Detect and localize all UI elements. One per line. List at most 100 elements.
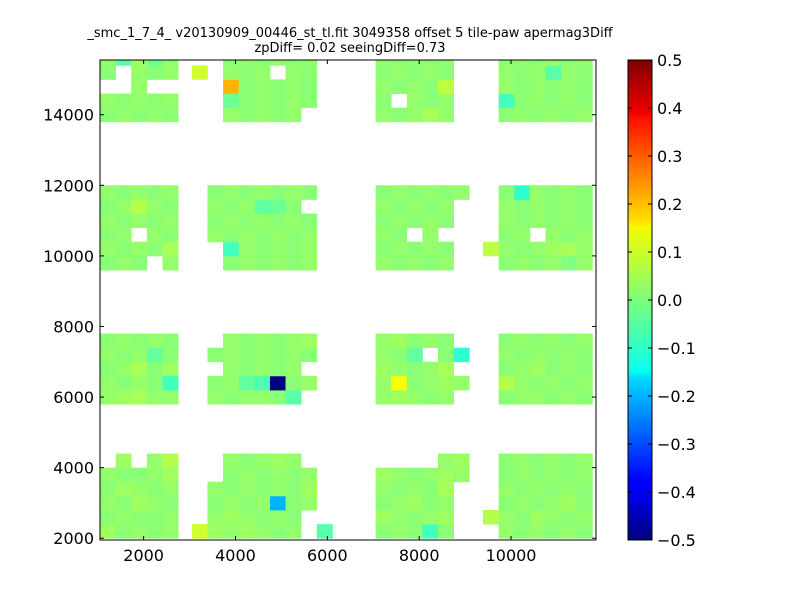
heatmap-cell — [223, 524, 240, 539]
heatmap-cell — [100, 93, 117, 109]
heatmap-cell — [375, 185, 392, 200]
heatmap-cell — [406, 93, 423, 109]
heatmap-cell — [438, 467, 455, 483]
heatmap-cell — [162, 255, 179, 271]
heatmap-cell — [391, 347, 408, 363]
heatmap-cells — [100, 60, 593, 539]
heatmap-cell — [115, 227, 132, 243]
heatmap-cell — [223, 375, 240, 391]
heatmap-cell — [514, 375, 531, 391]
heatmap-cell — [269, 375, 286, 391]
heatmap-cell — [131, 93, 148, 109]
heatmap-cell — [576, 347, 593, 363]
heatmap-cell — [498, 390, 515, 405]
heatmap-cell — [529, 60, 546, 66]
heatmap-cell — [576, 213, 593, 229]
heatmap-cell — [438, 481, 455, 497]
heatmap-cell — [498, 185, 515, 200]
heatmap-cell — [146, 333, 163, 349]
heatmap-cell — [146, 107, 163, 123]
heatmap-cell — [422, 255, 439, 271]
heatmap-cell — [254, 467, 271, 483]
heatmap-cell — [162, 453, 179, 469]
heatmap-cell — [498, 453, 515, 469]
heatmap-cell — [498, 361, 515, 377]
heatmap-cell — [514, 347, 531, 363]
heatmap-cell — [131, 333, 148, 349]
heatmap-cell — [453, 347, 470, 363]
heatmap-cell — [375, 65, 392, 80]
heatmap-cell — [438, 65, 455, 80]
heatmap-cell — [514, 524, 531, 539]
y-tick-label: 6000 — [53, 388, 94, 407]
heatmap-cell — [406, 495, 423, 511]
heatmap-cell — [285, 199, 302, 214]
heatmap-cell — [254, 93, 271, 109]
heatmap-cell — [115, 453, 132, 469]
heatmap-cell — [131, 213, 148, 229]
heatmap-cell — [223, 347, 240, 363]
heatmap-cell — [391, 481, 408, 497]
heatmap-cell — [301, 467, 318, 483]
heatmap-cell — [375, 390, 392, 405]
heatmap-cell — [285, 510, 302, 525]
heatmap-cell — [576, 79, 593, 94]
heatmap-cell — [162, 107, 179, 123]
heatmap-cell — [285, 79, 302, 94]
heatmap-cell — [100, 255, 117, 271]
heatmap-cell — [223, 361, 240, 377]
heatmap-cell — [514, 107, 531, 123]
heatmap-cell — [254, 375, 271, 391]
heatmap-cell — [207, 524, 224, 539]
heatmap-cell — [131, 361, 148, 377]
heatmap-cell — [100, 467, 117, 483]
heatmap-cell — [406, 390, 423, 405]
heatmap-cell — [238, 361, 255, 377]
colorbar-tick-label: 0.1 — [657, 243, 682, 262]
heatmap-cell — [391, 361, 408, 377]
heatmap-cell — [162, 375, 179, 391]
heatmap-cell — [453, 375, 470, 391]
heatmap-cell — [238, 255, 255, 271]
heatmap-cell — [100, 510, 117, 525]
heatmap-cell — [514, 390, 531, 405]
heatmap-cell — [254, 347, 271, 363]
heatmap-cell — [269, 495, 286, 511]
heatmap-cell — [254, 453, 271, 469]
heatmap-cell — [375, 347, 392, 363]
heatmap-cell — [285, 93, 302, 109]
heatmap-cell — [238, 60, 255, 66]
heatmap-cell — [238, 347, 255, 363]
heatmap-cell — [375, 213, 392, 229]
heatmap-cell — [529, 375, 546, 391]
heatmap-cell — [422, 79, 439, 94]
heatmap-cell — [391, 495, 408, 511]
heatmap-cell — [269, 185, 286, 200]
heatmap-cell — [561, 79, 578, 94]
heatmap-cell — [498, 347, 515, 363]
heatmap-cell — [576, 333, 593, 349]
heatmap-cell — [285, 213, 302, 229]
heatmap-cell — [100, 361, 117, 377]
heatmap-cell — [561, 390, 578, 405]
heatmap-cell — [529, 65, 546, 80]
heatmap-cell — [375, 375, 392, 391]
heatmap-cell — [285, 524, 302, 539]
heatmap-cell — [223, 199, 240, 214]
heatmap-cell — [115, 60, 132, 66]
y-tick-label: 14000 — [43, 106, 94, 125]
heatmap-cell — [406, 199, 423, 214]
heatmap-cell — [269, 255, 286, 271]
colorbar-tick-label: −0.2 — [657, 387, 696, 406]
heatmap-cell — [100, 60, 117, 66]
heatmap-cell — [115, 347, 132, 363]
heatmap-cell — [254, 65, 271, 80]
heatmap-cell — [422, 375, 439, 391]
heatmap-cell — [223, 107, 240, 123]
heatmap-cell — [223, 510, 240, 525]
heatmap-cell — [529, 361, 546, 377]
heatmap-cell — [100, 199, 117, 214]
heatmap-cell — [285, 107, 302, 123]
heatmap-cell — [285, 60, 302, 66]
heatmap-cell — [422, 495, 439, 511]
